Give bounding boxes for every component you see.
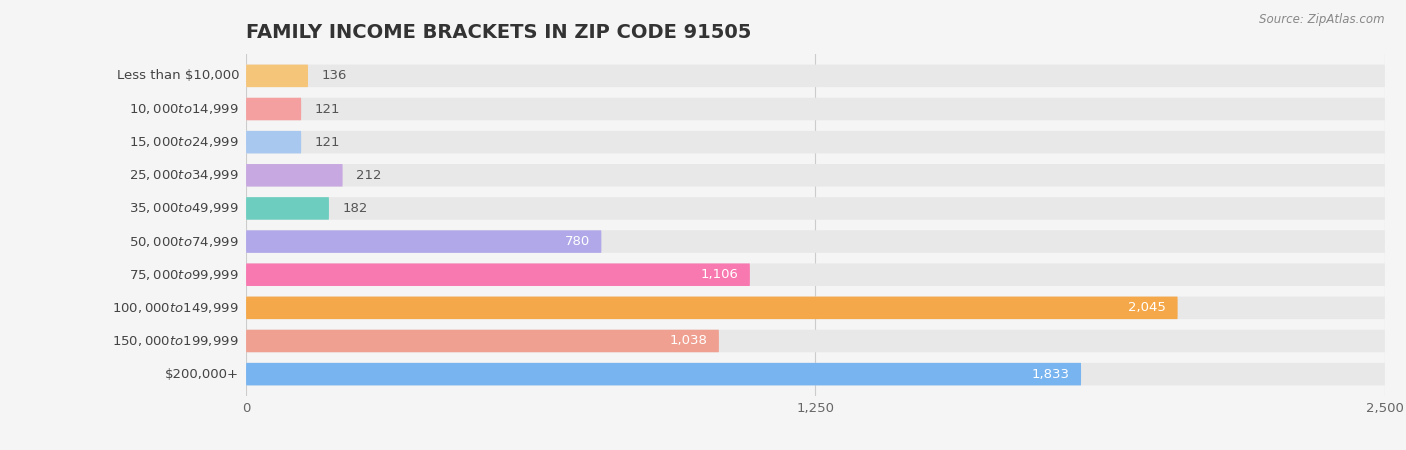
Text: $75,000 to $99,999: $75,000 to $99,999 [129,268,239,282]
FancyBboxPatch shape [246,363,1081,385]
FancyBboxPatch shape [246,65,1385,87]
Text: $50,000 to $74,999: $50,000 to $74,999 [129,234,239,248]
Text: 780: 780 [565,235,591,248]
FancyBboxPatch shape [246,197,329,220]
Text: 2,045: 2,045 [1129,302,1166,315]
Text: FAMILY INCOME BRACKETS IN ZIP CODE 91505: FAMILY INCOME BRACKETS IN ZIP CODE 91505 [246,22,751,41]
FancyBboxPatch shape [246,230,602,253]
FancyBboxPatch shape [246,297,1385,319]
Text: $10,000 to $14,999: $10,000 to $14,999 [129,102,239,116]
Text: 1,833: 1,833 [1032,368,1070,381]
FancyBboxPatch shape [246,330,1385,352]
FancyBboxPatch shape [246,263,1385,286]
FancyBboxPatch shape [246,330,718,352]
Text: 121: 121 [315,135,340,148]
Text: $200,000+: $200,000+ [165,368,239,381]
Text: 182: 182 [343,202,368,215]
Text: 212: 212 [356,169,382,182]
Text: $35,000 to $49,999: $35,000 to $49,999 [129,202,239,216]
FancyBboxPatch shape [246,297,1178,319]
Text: 136: 136 [322,69,347,82]
Text: $15,000 to $24,999: $15,000 to $24,999 [129,135,239,149]
FancyBboxPatch shape [246,98,1385,120]
FancyBboxPatch shape [246,131,301,153]
FancyBboxPatch shape [246,98,301,120]
Text: $100,000 to $149,999: $100,000 to $149,999 [112,301,239,315]
Text: Source: ZipAtlas.com: Source: ZipAtlas.com [1260,14,1385,27]
FancyBboxPatch shape [246,131,1385,153]
Text: $25,000 to $34,999: $25,000 to $34,999 [129,168,239,182]
FancyBboxPatch shape [246,164,1385,187]
Text: $150,000 to $199,999: $150,000 to $199,999 [112,334,239,348]
FancyBboxPatch shape [246,65,308,87]
Text: 1,106: 1,106 [700,268,738,281]
FancyBboxPatch shape [246,164,343,187]
FancyBboxPatch shape [246,363,1385,385]
Text: Less than $10,000: Less than $10,000 [117,69,239,82]
FancyBboxPatch shape [246,230,1385,253]
Text: 121: 121 [315,103,340,116]
Text: 1,038: 1,038 [669,334,707,347]
FancyBboxPatch shape [246,197,1385,220]
FancyBboxPatch shape [246,263,749,286]
